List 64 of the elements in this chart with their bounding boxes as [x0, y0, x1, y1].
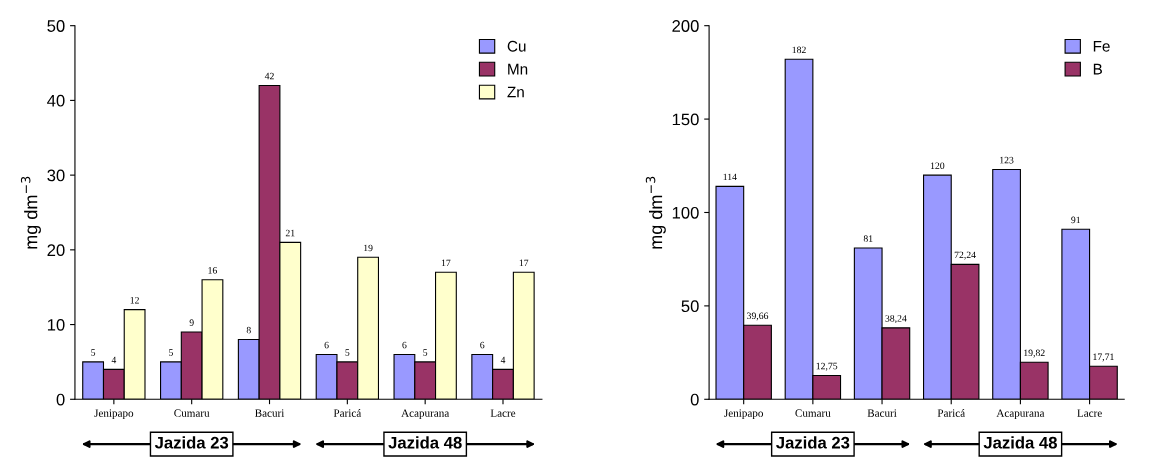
x-tick-label: Acapurana [996, 409, 1045, 420]
data-label: 4 [500, 356, 506, 364]
legend-label: Cu [507, 40, 526, 52]
data-label: 5 [91, 349, 96, 356]
data-label: 8 [246, 326, 251, 334]
data-label: 19,82 [1024, 349, 1045, 358]
data-label: 12,75 [816, 362, 838, 371]
y-tick-label: 20 [47, 244, 65, 257]
data-label: 5 [169, 349, 173, 356]
x-tick-label: Acapurana [401, 409, 450, 420]
data-label: 9 [189, 319, 194, 326]
text: Jazida 23 [154, 436, 229, 449]
data-label: 4 [111, 356, 117, 364]
y-tick-label: 150 [672, 113, 699, 126]
data-label: 72,24 [954, 251, 976, 260]
x-tick-label: Jenipapo [94, 409, 134, 420]
data-label: 182 [792, 46, 806, 54]
data-label: 16 [208, 267, 218, 274]
data-label: 38,24 [885, 315, 907, 324]
data-label: 21 [285, 229, 295, 237]
data-label: 42 [264, 72, 274, 80]
data-label: 123 [1000, 156, 1014, 164]
x-tick-label: Bacuri [867, 409, 897, 417]
text: Jazida 23 [776, 436, 850, 449]
y-axis-title: mg dm$^{−3}$ [645, 176, 666, 249]
data-label: 6 [402, 341, 407, 349]
y-tick-label: 50 [681, 300, 699, 313]
text: Jazida 48 [388, 436, 462, 449]
data-label: 81 [863, 235, 873, 242]
y-tick-label: 200 [672, 20, 699, 32]
y-tick-label: 0 [56, 393, 65, 406]
data-label: 114 [723, 173, 737, 181]
data-label: 17 [441, 259, 451, 267]
legend-label: Zn [507, 86, 524, 98]
y-tick-label: 30 [47, 169, 65, 182]
x-tick-label: Cumaru [795, 409, 831, 417]
data-label: 17,71 [1093, 353, 1114, 362]
y-tick-label: 40 [47, 94, 65, 107]
data-label: 19 [364, 244, 373, 252]
data-label: 6 [324, 341, 329, 349]
data-label: 12 [130, 296, 139, 304]
legend-label: Fe [1093, 40, 1110, 52]
x-tick-label: Paricá [937, 408, 965, 417]
x-tick-label: Bacuri [255, 409, 285, 417]
y-tick-label: 100 [672, 206, 699, 219]
data-label: 5 [423, 349, 428, 356]
x-tick-label: Paricá [333, 408, 362, 417]
y-tick-label: 10 [47, 318, 65, 331]
x-tick-label: Cumaru [174, 409, 210, 417]
data-label: 91 [1071, 216, 1081, 224]
x-tick-label: Lacre [1077, 409, 1102, 417]
data-label: 120 [930, 162, 945, 169]
y-tick-label: 0 [690, 393, 699, 406]
legend-label: B [1093, 63, 1102, 75]
text: Jazida 48 [983, 436, 1057, 449]
data-label: 5 [345, 349, 350, 356]
legend-label: Mn [508, 63, 528, 75]
y-axis-title: mg dm$^{−3}$ [20, 176, 41, 249]
x-tick-label: Jenipapo [724, 409, 764, 420]
data-label: 39,66 [747, 312, 769, 321]
x-tick-label: Lacre [490, 409, 516, 417]
data-label: 6 [480, 341, 485, 349]
y-tick-label: 50 [47, 20, 65, 32]
data-label: 17 [519, 259, 529, 267]
